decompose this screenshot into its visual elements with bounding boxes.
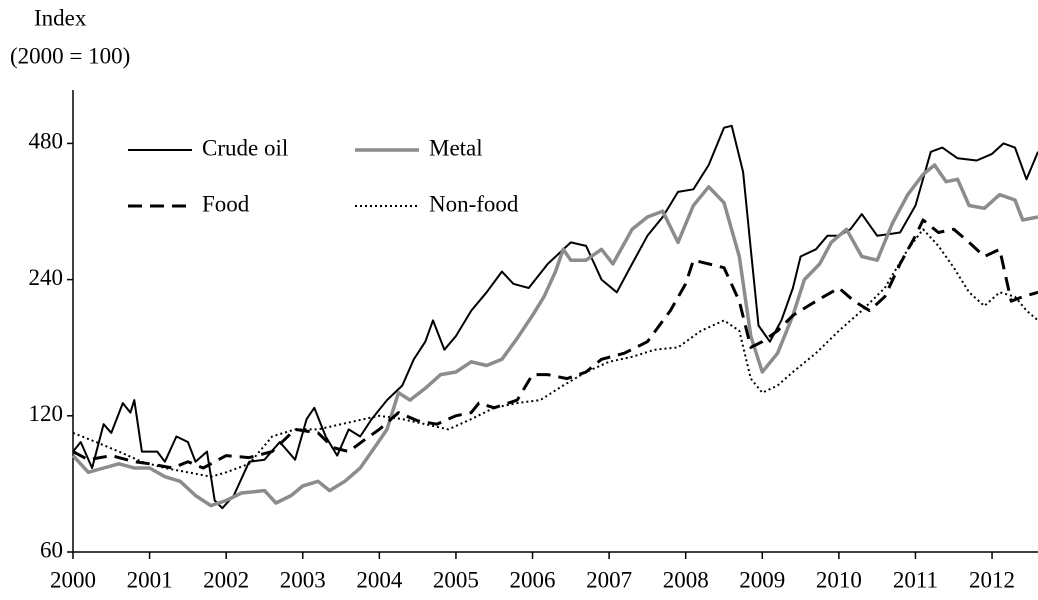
legend-label: Crude oil <box>202 135 288 160</box>
x-tick-label: 2009 <box>739 567 785 592</box>
x-tick-label: 2005 <box>433 567 479 592</box>
series-line <box>72 124 1038 510</box>
x-tick-label: 2006 <box>510 567 556 592</box>
x-tick-label: 2004 <box>356 567 403 592</box>
chart-title: Index <box>34 5 87 30</box>
legend-label: Food <box>202 191 250 216</box>
y-tick-label: 480 <box>29 129 64 154</box>
x-tick-label: 2000 <box>50 567 96 592</box>
y-tick-label: 240 <box>29 265 64 290</box>
y-tick-label: 120 <box>29 401 64 426</box>
legend-label: Non-food <box>429 191 519 216</box>
series-line <box>72 218 1038 470</box>
series-line <box>72 228 1038 478</box>
x-tick-label: 2001 <box>127 567 173 592</box>
chart-subtitle: (2000 = 100) <box>10 43 130 68</box>
x-tick-label: 2007 <box>586 567 632 592</box>
x-tick-label: 2002 <box>203 567 249 592</box>
x-tick-label: 2008 <box>663 567 709 592</box>
legend-label: Metal <box>429 135 483 160</box>
x-tick-label: 2012 <box>969 567 1015 592</box>
x-tick-label: 2011 <box>893 567 938 592</box>
x-tick-label: 2010 <box>816 567 862 592</box>
series-line <box>71 163 1038 508</box>
y-tick-label: 60 <box>40 537 63 562</box>
x-tick-label: 2003 <box>280 567 326 592</box>
